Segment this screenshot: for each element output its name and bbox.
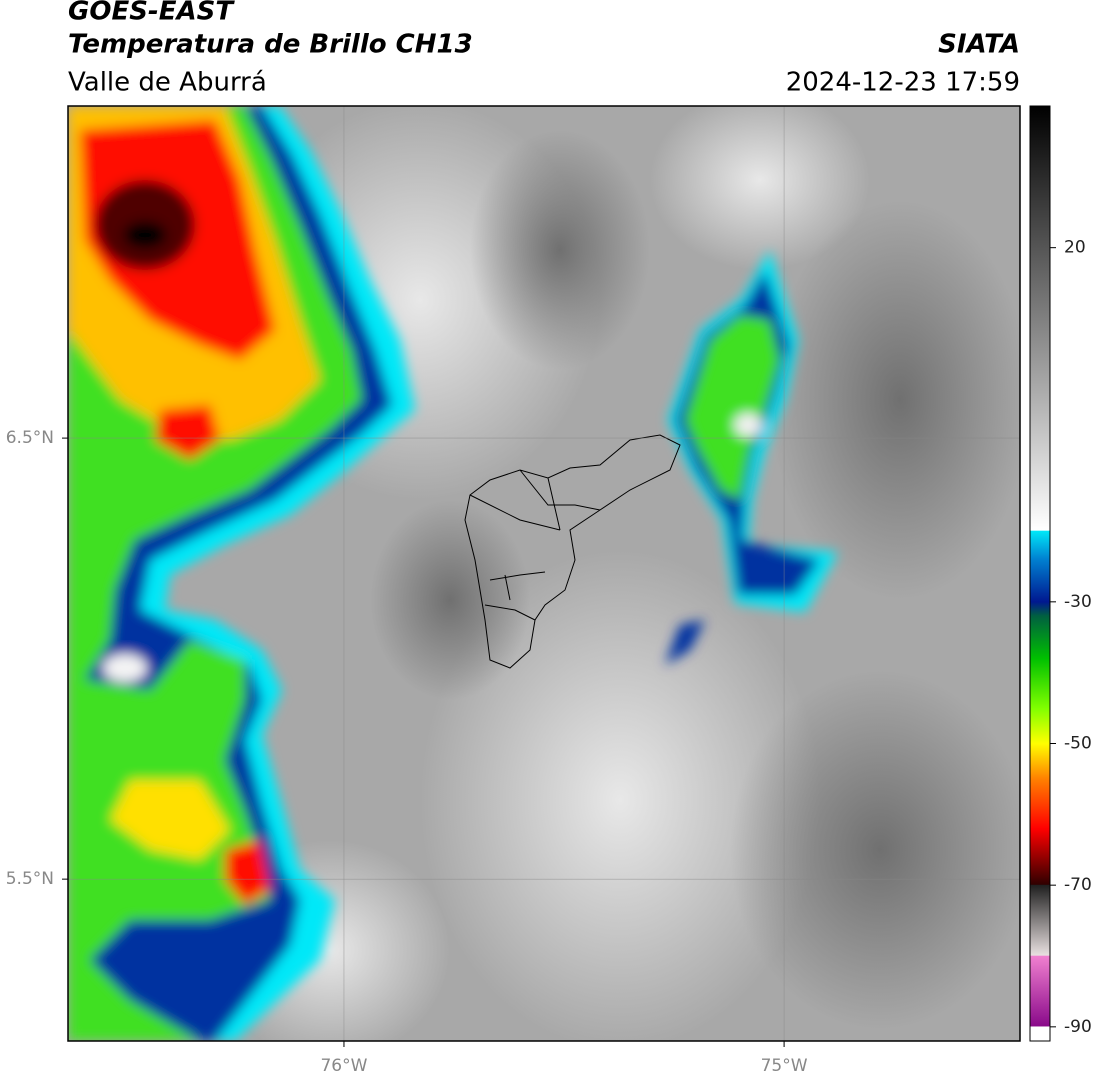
map-image	[68, 106, 1020, 1041]
x-tick-label: 75°W	[761, 1056, 808, 1076]
x-tick-label: 76°W	[320, 1056, 367, 1076]
subtitle: Temperatura de Brillo CH13	[68, 30, 473, 60]
colorbar-tick-label: -30	[1064, 592, 1092, 612]
y-tick-label: 5.5°N	[6, 869, 54, 889]
colorbar-tick-label: -90	[1064, 1017, 1092, 1037]
colorbar-tick-label: -70	[1064, 875, 1092, 895]
grid	[68, 106, 1020, 1041]
title: GOES-EAST	[68, 0, 235, 27]
region: Valle de Aburrá	[68, 68, 267, 98]
datetime: 2024-12-23 17:59	[786, 68, 1020, 98]
colorbar	[1029, 105, 1051, 1042]
map-frame	[67, 105, 1021, 1042]
source: SIATA	[938, 30, 1020, 60]
colorbar-tick-label: -50	[1064, 734, 1092, 754]
y-tick-label: 6.5°N	[6, 428, 54, 448]
colorbar-tick-label: 20	[1064, 238, 1086, 258]
